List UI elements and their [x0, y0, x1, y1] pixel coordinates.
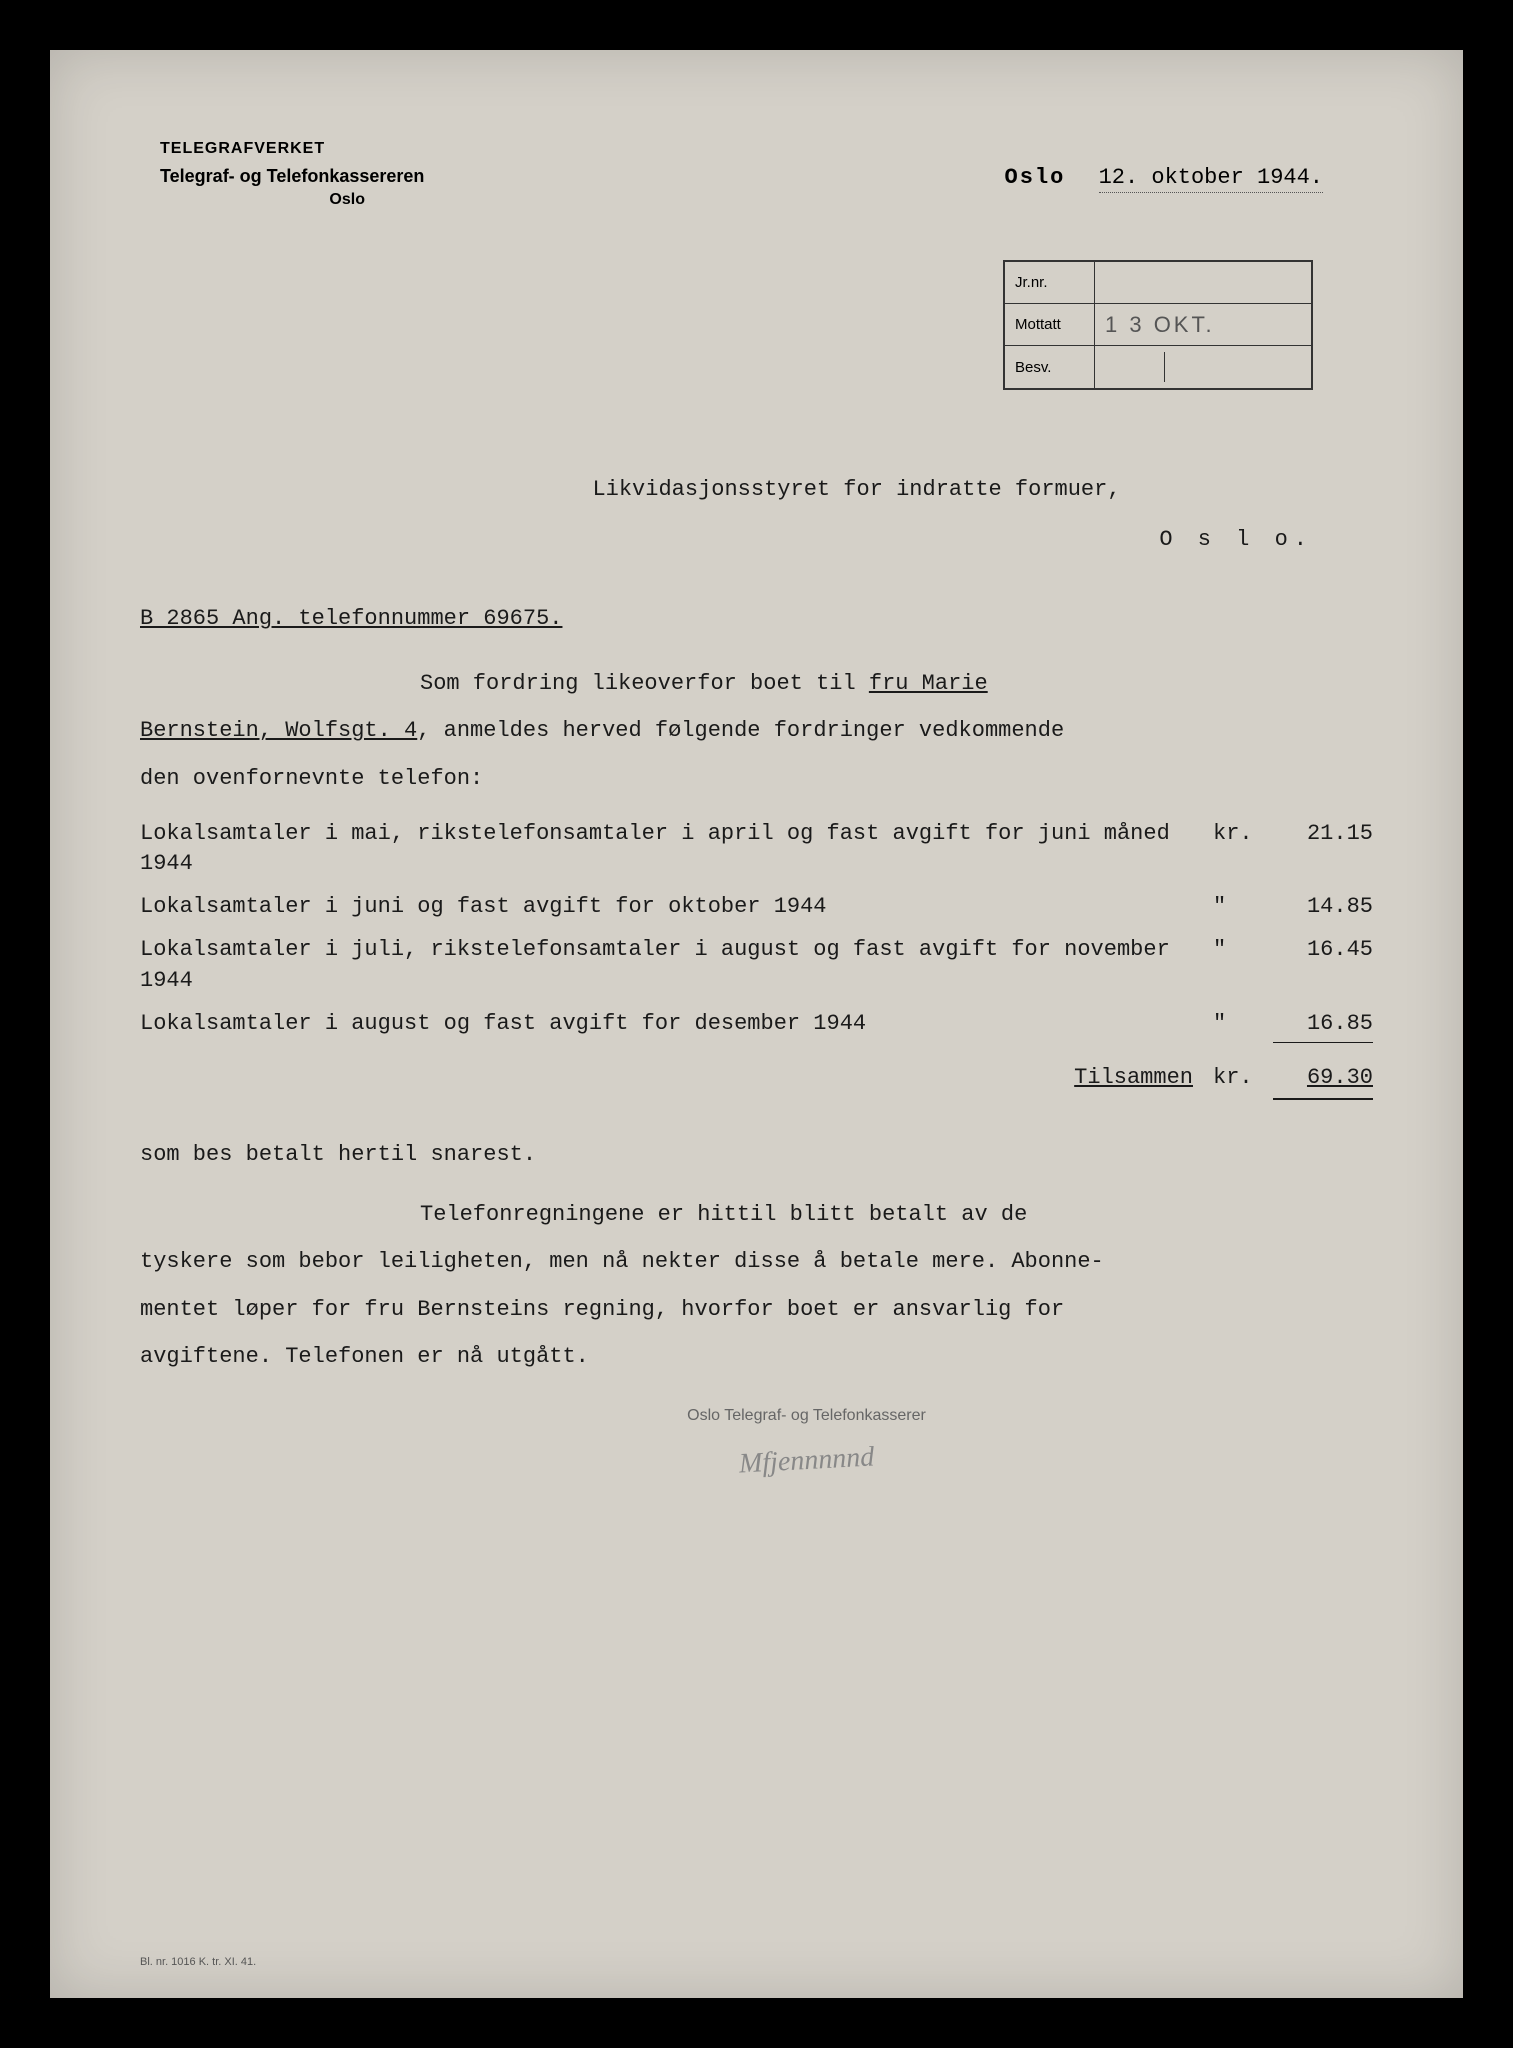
charge-description: Lokalsamtaler i mai, rikstelefonsamtaler… — [140, 819, 1213, 881]
signature-scrawl: Mfjennnnnd — [738, 1432, 876, 1489]
date-value: 12. oktober 1944. — [1099, 165, 1323, 193]
closing-para2-line2: tyskere som bebor leiligheten, men nå ne… — [140, 1242, 1373, 1282]
charge-description: Lokalsamtaler i juni og fast avgift for … — [140, 892, 1213, 923]
stamp-value-mottatt: 1 3 OKT. — [1095, 306, 1311, 344]
date-city: Oslo — [1005, 165, 1066, 190]
receipt-stamp: Jr.nr. Mottatt 1 3 OKT. Besv. — [1003, 260, 1313, 390]
intro-line2: Bernstein, Wolfsgt. 4, anmeldes herved f… — [140, 711, 1373, 751]
closing-para2-line4: avgiftene. Telefonen er nå utgått. — [140, 1337, 1373, 1377]
intro-prefix: Som fordring likeoverfor boet til — [420, 671, 869, 696]
charge-description: Lokalsamtaler i august og fast avgift fo… — [140, 1009, 1213, 1044]
total-label: Tilsammen — [140, 1058, 1213, 1100]
closing-para2-line3: mentet løper for fru Bernsteins regning,… — [140, 1290, 1373, 1330]
recipient-city: O s l o. — [140, 520, 1313, 560]
recipient-name: Likvidasjonsstyret for indratte formuer, — [340, 470, 1373, 510]
intro-name2: Bernstein, Wolfsgt. 4 — [140, 718, 417, 743]
stamp-row: Jr.nr. — [1005, 262, 1311, 304]
closing-line1: som bes betalt hertil snarest. — [140, 1135, 1373, 1175]
total-row: Tilsammen kr. 69.30 — [140, 1058, 1373, 1100]
total-amount: 69.30 — [1273, 1058, 1373, 1100]
charge-amount: 21.15 — [1273, 819, 1373, 881]
closing-section: som bes betalt hertil snarest. Telefonre… — [140, 1135, 1373, 1377]
stamp-label-besv: Besv. — [1005, 346, 1095, 388]
stamp-value-besv — [1095, 346, 1311, 388]
stamp-row: Besv. — [1005, 346, 1311, 388]
stamp-label-jrnr: Jr.nr. — [1005, 262, 1095, 303]
charges-list: Lokalsamtaler i mai, rikstelefonsamtaler… — [140, 819, 1373, 1100]
charge-row: Lokalsamtaler i august og fast avgift fo… — [140, 1009, 1373, 1044]
intro-rest: , anmeldes herved følgende fordringer ve… — [417, 718, 1064, 743]
charge-amount: 14.85 — [1273, 892, 1373, 923]
closing-para2-line1: Telefonregningene er hittil blitt betalt… — [140, 1195, 1373, 1235]
total-currency: kr. — [1213, 1058, 1273, 1100]
charge-currency: " — [1213, 1009, 1273, 1044]
letterhead: TELEGRAFVERKET Telegraf- og Telefonkasse… — [160, 140, 424, 209]
letterhead-department: Telegraf- og Telefonkassereren — [160, 166, 424, 187]
document-content: Likvidasjonsstyret for indratte formuer,… — [140, 470, 1373, 1486]
charge-row: Lokalsamtaler i juni og fast avgift for … — [140, 892, 1373, 923]
stamp-label-mottatt: Mottatt — [1005, 304, 1095, 345]
charge-row: Lokalsamtaler i mai, rikstelefonsamtaler… — [140, 819, 1373, 881]
letterhead-organization: TELEGRAFVERKET — [160, 140, 424, 158]
footer-reference: Bl. nr. 1016 K. tr. XI. 41. — [140, 1956, 256, 1968]
stamp-row: Mottatt 1 3 OKT. — [1005, 304, 1311, 346]
charge-amount: 16.85 — [1273, 1009, 1373, 1044]
signature-block: Oslo Telegraf- og Telefonkasserer Mfjenn… — [240, 1402, 1373, 1486]
letterhead-city: Oslo — [270, 191, 424, 209]
charge-description: Lokalsamtaler i juli, rikstelefonsamtale… — [140, 935, 1213, 997]
document-page: TELEGRAFVERKET Telegraf- og Telefonkasse… — [50, 50, 1463, 1998]
charge-currency: " — [1213, 935, 1273, 997]
charge-amount: 16.45 — [1273, 935, 1373, 997]
subject-line: B 2865 Ang. telefonnummer 69675. — [140, 599, 1373, 639]
charge-currency: kr. — [1213, 819, 1273, 881]
charge-currency: " — [1213, 892, 1273, 923]
intro-name1: fru Marie — [869, 671, 988, 696]
date-location: Oslo 12. oktober 1944. — [1005, 165, 1323, 190]
intro-line1: Som fordring likeoverfor boet til fru Ma… — [140, 664, 1373, 704]
intro-line3: den ovenfornevnte telefon: — [140, 759, 1373, 799]
signature-title: Oslo Telegraf- og Telefonkasserer — [240, 1402, 1373, 1431]
stamp-value-jrnr — [1095, 277, 1311, 289]
charge-row: Lokalsamtaler i juli, rikstelefonsamtale… — [140, 935, 1373, 997]
